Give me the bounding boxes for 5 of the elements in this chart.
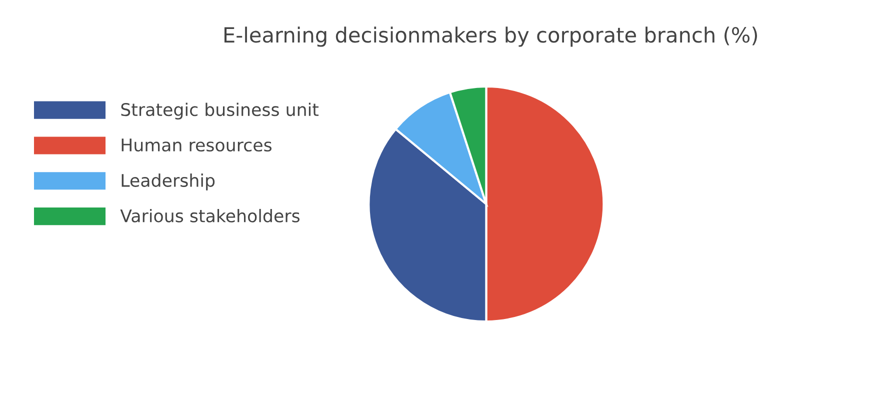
legend-label: Human resources bbox=[122, 138, 272, 152]
legend-label: Leadership bbox=[122, 174, 215, 190]
legend-label: Strategic business unit bbox=[121, 102, 319, 120]
chart-title: E-learning decisionmakers by corporate branch (%) bbox=[224, 26, 757, 47]
legend-label: Various stakeholders bbox=[120, 208, 300, 222]
